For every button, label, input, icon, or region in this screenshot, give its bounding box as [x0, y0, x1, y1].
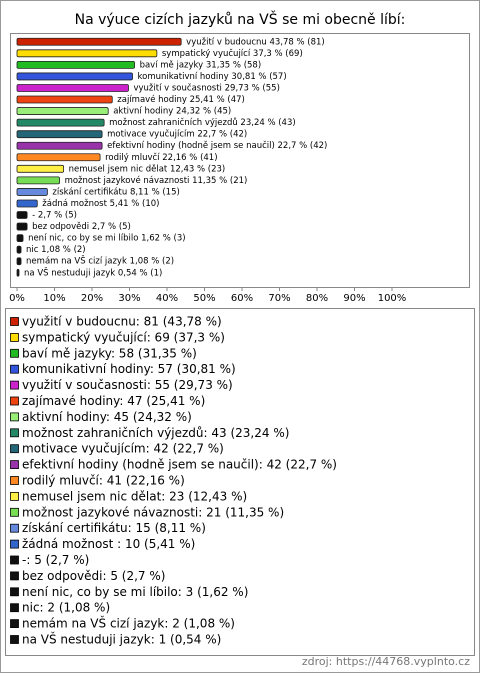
legend-label: žádná možnost : 10 (5,41 %) — [22, 537, 195, 551]
bar-label: motivace vyučujícím 22,7 % (42) — [107, 129, 247, 140]
bar — [16, 49, 158, 58]
legend-label: zajímavé hodiny: 47 (25,41 %) — [22, 394, 205, 408]
bar-label: získání certifikátu 8,11 % (15) — [52, 187, 179, 197]
legend-label: sympatický vyučující: 69 (37,3 %) — [22, 330, 225, 344]
bar — [16, 199, 38, 208]
legend-swatch — [10, 571, 19, 581]
bar — [16, 130, 103, 139]
bar — [16, 176, 60, 185]
legend-swatch — [10, 412, 19, 422]
x-tick-label: 90% — [343, 293, 365, 304]
bar — [16, 153, 101, 162]
legend-label: aktivní hodiny: 45 (24,32 %) — [22, 410, 192, 424]
chart-title: Na výuce cizích jazyků na VŠ se mi obecn… — [75, 10, 406, 28]
bar-label: bez odpovědi 2,7 % (5) — [32, 222, 131, 232]
bar-label: na VŠ nestuduji jazyk 0,54 % (1) — [24, 266, 162, 278]
bar — [16, 72, 133, 81]
bar-label: možnost zahraničních výjezdů 23,24 % (43… — [109, 117, 296, 128]
bar — [16, 188, 48, 196]
x-tick-label: 30% — [118, 293, 140, 304]
bar-label: využití v budoucnu 43,78 % (81) — [186, 37, 325, 47]
x-tick-label: 20% — [81, 293, 103, 304]
bar — [16, 222, 28, 231]
legend-label: na VŠ nestuduji jazyk: 1 (0,54 %) — [22, 632, 221, 647]
legend-label: nemusel jsem nic dělat: 23 (12,43 %) — [22, 489, 247, 503]
bar-label: není nic, co by se mi líbilo 1,62 % (3) — [28, 234, 186, 244]
bar — [16, 234, 24, 243]
legend-label: využití v současnosti: 55 (29,73 %) — [22, 378, 233, 392]
legend-label: nemám na VŠ cizí jazyk: 2 (1,08 %) — [22, 616, 235, 631]
bar-label: komunikativní hodiny 30,81 % (57) — [138, 72, 287, 82]
legend-label: využití v budoucnu: 81 (43,78 %) — [22, 315, 222, 329]
x-tick-label: 50% — [193, 293, 215, 304]
bar-label: nic 1,08 % (2) — [26, 245, 86, 255]
bar — [16, 257, 22, 266]
legend-label: -: 5 (2,7 %) — [22, 553, 89, 567]
bar-label: baví mě jazyky 31,35 % (58) — [140, 60, 262, 70]
bar-label: efektivní hodiny (hodně jsem se naučil) … — [107, 140, 327, 151]
legend-label: komunikativní hodiny: 57 (30,81 %) — [22, 362, 236, 376]
legend-label: motivace vyučujícím: 42 (22,7 %) — [22, 442, 224, 456]
legend-label: možnost jazykové návaznosti: 21 (11,35 %… — [22, 505, 284, 519]
bar-label: zajímavé hodiny 25,41 % (47) — [117, 94, 245, 105]
legend-swatch — [10, 444, 19, 454]
legend-swatch — [10, 364, 19, 374]
x-tick-label: 0% — [9, 293, 25, 304]
legend-swatch — [10, 348, 19, 358]
legend-swatch — [10, 396, 19, 406]
bar — [16, 60, 135, 69]
legend-swatch — [10, 317, 19, 326]
legend-swatch — [10, 603, 19, 613]
legend-label: není nic, co by se mi líbilo: 3 (1,62 %) — [22, 585, 248, 599]
legend-swatch — [10, 428, 19, 438]
bar — [16, 95, 113, 104]
bar — [16, 211, 28, 219]
bar-label: aktivní hodiny 24,32 % (45) — [113, 107, 231, 117]
x-tick-label: 80% — [306, 293, 328, 304]
bar — [16, 245, 22, 254]
legend-swatch — [10, 380, 19, 390]
legend-swatch — [10, 635, 19, 644]
legend-swatch — [10, 555, 19, 565]
bar-label: žádná možnost 5,41 % (10) — [42, 199, 159, 209]
legend-label: rodilý mluvčí: 41 (22,16 %) — [22, 474, 185, 488]
bar — [16, 268, 20, 277]
x-tick-label: 10% — [43, 293, 65, 304]
bar-label: využití v současnosti 29,73 % (55) — [133, 82, 279, 93]
bar — [16, 84, 129, 92]
bar — [16, 37, 182, 46]
legend-label: získání certifikátu: 15 (8,11 %) — [22, 521, 206, 535]
legend-label: efektivní hodiny (hodně jsem se naučil):… — [22, 458, 337, 472]
bar-label: možnost jazykové návaznosti 11,35 % (21) — [65, 175, 248, 186]
legend-swatch — [10, 587, 19, 597]
x-tick-label: 60% — [231, 293, 253, 304]
legend-label: nic: 2 (1,08 %) — [22, 601, 110, 615]
legend-swatch — [10, 523, 19, 533]
legend-label: bez odpovědi: 5 (2,7 %) — [22, 569, 165, 583]
legend-label: možnost zahraničních výjezdů: 43 (23,24 … — [22, 426, 289, 440]
bar-label: sympatický vyučující 37,3 % (69) — [162, 48, 303, 59]
legend-swatch — [10, 539, 19, 549]
legend-swatch — [10, 619, 19, 628]
bar — [16, 118, 105, 127]
bar-label: nemám na VŠ cizí jazyk 1,08 % (2) — [26, 255, 174, 267]
x-tick-label: 100% — [378, 293, 407, 304]
legend-label: baví mě jazyky: 58 (31,35 %) — [22, 346, 197, 360]
bar — [16, 164, 65, 173]
bar-label: - 2,7 % (5) — [32, 211, 77, 221]
bar — [16, 107, 109, 115]
source: zdroj: https://44768.vyplnto.cz — [302, 655, 470, 668]
x-tick-label: 70% — [268, 293, 290, 304]
bar — [16, 141, 103, 150]
legend-swatch — [10, 460, 19, 470]
bar-label: nemusel jsem nic dělat 12,43 % (23) — [69, 164, 226, 174]
x-tick-label: 40% — [156, 293, 178, 304]
legend-swatch — [10, 507, 19, 517]
bar-label: rodilý mluvčí 22,16 % (41) — [105, 152, 217, 163]
legend-swatch — [10, 332, 19, 342]
legend-swatch — [10, 476, 19, 485]
legend-swatch — [10, 491, 19, 501]
legend-frame — [5, 308, 475, 656]
